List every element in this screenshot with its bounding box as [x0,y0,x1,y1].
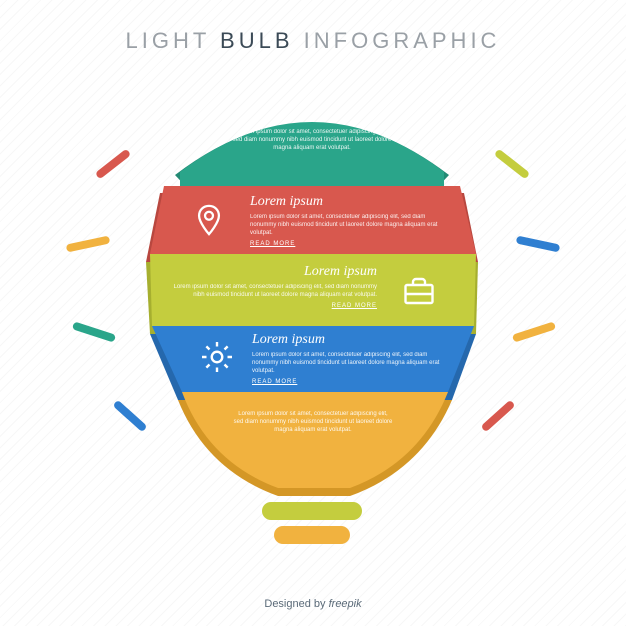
slice-green-text: Lorem ipsum Lorem ipsum dolor sit amet, … [172,264,377,309]
read-more-link[interactable]: READ MORE [250,241,450,247]
slice-bottom [182,392,448,488]
footer-prefix: Designed by [264,598,325,610]
pin-icon [188,199,230,241]
bulb-svg [0,0,626,626]
slice-red-text: Lorem ipsum Lorem ipsum dolor sit amet, … [250,194,450,247]
slice-bottom-text: Lorem ipsum dolor sit amet, consectetuer… [233,410,393,434]
footer-credit: Designed by freepik [0,598,626,610]
read-more-link[interactable]: READ MORE [252,379,442,385]
footer-brand: freepik [329,598,362,610]
slice-top-text: Lorem ipsum dolor sit amet, consectetuer… [232,128,392,152]
gear-icon [196,336,238,378]
bulb-infographic: Lorem ipsum dolor sit amet, consectetuer… [0,0,626,626]
briefcase-icon [398,270,440,312]
bulb-base-ring-1 [262,502,362,520]
read-more-link[interactable]: READ MORE [172,303,377,309]
bulb-base-ring-2 [274,526,350,544]
slice-blue-text: Lorem ipsum Lorem ipsum dolor sit amet, … [252,332,442,385]
